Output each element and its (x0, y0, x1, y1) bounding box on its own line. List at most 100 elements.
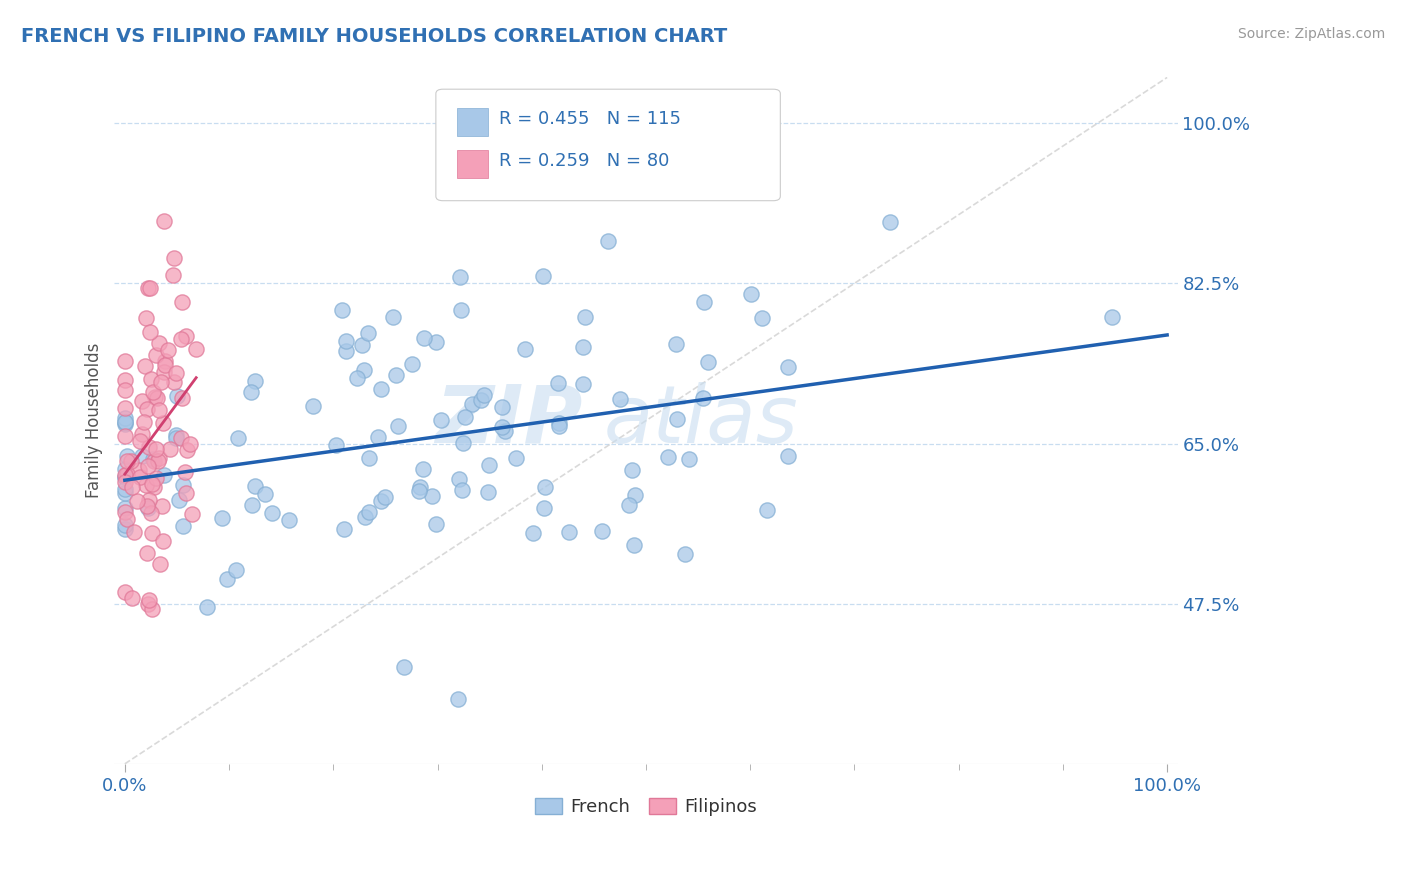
Point (114, 415, 136, 429)
Point (513, 342, 536, 356)
Point (134, 415, 156, 429)
Point (172, 477, 194, 491)
Point (153, 365, 176, 379)
Point (696, 354, 718, 368)
Point (139, 371, 162, 385)
Point (387, 419, 409, 434)
Point (572, 376, 595, 391)
Point (115, 467, 138, 481)
Point (141, 525, 163, 540)
Point (453, 410, 475, 425)
Point (114, 415, 136, 429)
Point (572, 340, 595, 354)
Y-axis label: Family Households: Family Households (86, 343, 103, 499)
Point (367, 430, 389, 444)
Point (505, 451, 527, 466)
Point (370, 382, 392, 396)
Point (174, 486, 197, 500)
Point (131, 449, 153, 463)
Point (352, 337, 374, 351)
Point (225, 563, 247, 577)
Point (150, 500, 173, 514)
Point (143, 390, 166, 404)
Point (624, 488, 647, 502)
Point (152, 417, 174, 431)
Point (598, 234, 620, 248)
Point (114, 417, 136, 432)
Point (114, 585, 136, 599)
Point (153, 358, 176, 372)
Point (114, 470, 136, 484)
Point (740, 287, 762, 301)
Point (522, 525, 544, 540)
Point (120, 454, 142, 468)
Point (353, 509, 375, 524)
Point (413, 331, 436, 345)
Point (129, 470, 152, 484)
Point (170, 332, 193, 346)
Point (211, 510, 233, 524)
Point (128, 463, 150, 477)
Point (277, 514, 299, 528)
Point (114, 461, 136, 475)
Point (114, 470, 136, 484)
Point (134, 359, 156, 374)
Point (124, 524, 146, 539)
Point (131, 426, 153, 441)
Point (150, 375, 173, 389)
Point (357, 326, 380, 340)
Point (384, 368, 406, 382)
Point (127, 494, 149, 508)
Point (346, 370, 368, 384)
Point (657, 450, 679, 464)
Point (591, 524, 613, 538)
Point (534, 480, 557, 494)
Point (141, 602, 163, 616)
Point (172, 519, 194, 533)
Point (142, 451, 165, 466)
Point (776, 449, 799, 463)
Point (494, 424, 516, 438)
Point (370, 494, 392, 508)
Text: Source: ZipAtlas.com: Source: ZipAtlas.com (1237, 27, 1385, 41)
Point (359, 451, 381, 466)
Point (143, 479, 166, 493)
Point (145, 471, 167, 485)
Point (332, 302, 354, 317)
Point (135, 310, 157, 325)
Point (673, 547, 696, 561)
Point (425, 334, 447, 349)
Point (620, 463, 643, 477)
Point (335, 334, 357, 348)
Point (531, 269, 554, 284)
Point (665, 336, 688, 351)
Point (254, 487, 277, 501)
Point (547, 376, 569, 391)
Point (152, 533, 174, 548)
Point (148, 335, 170, 350)
Point (186, 342, 208, 356)
Point (325, 438, 347, 452)
Point (751, 311, 773, 326)
Point (461, 397, 484, 411)
Point (115, 512, 138, 526)
Point (778, 359, 800, 374)
Text: R = 0.455   N = 115: R = 0.455 N = 115 (499, 110, 681, 128)
Point (174, 465, 197, 479)
Text: FRENCH VS FILIPINO FAMILY HOUSEHOLDS CORRELATION CHART: FRENCH VS FILIPINO FAMILY HOUSEHOLDS COR… (21, 27, 727, 45)
Point (117, 449, 139, 463)
Point (148, 451, 170, 466)
Point (136, 281, 159, 295)
Point (138, 492, 160, 507)
Point (159, 442, 181, 456)
Point (156, 343, 179, 357)
Point (136, 597, 159, 611)
Point (195, 599, 218, 614)
Point (114, 383, 136, 397)
Point (215, 572, 238, 586)
Point (138, 592, 160, 607)
Point (146, 391, 169, 405)
Point (678, 451, 700, 466)
Point (148, 402, 170, 417)
Point (478, 458, 501, 472)
